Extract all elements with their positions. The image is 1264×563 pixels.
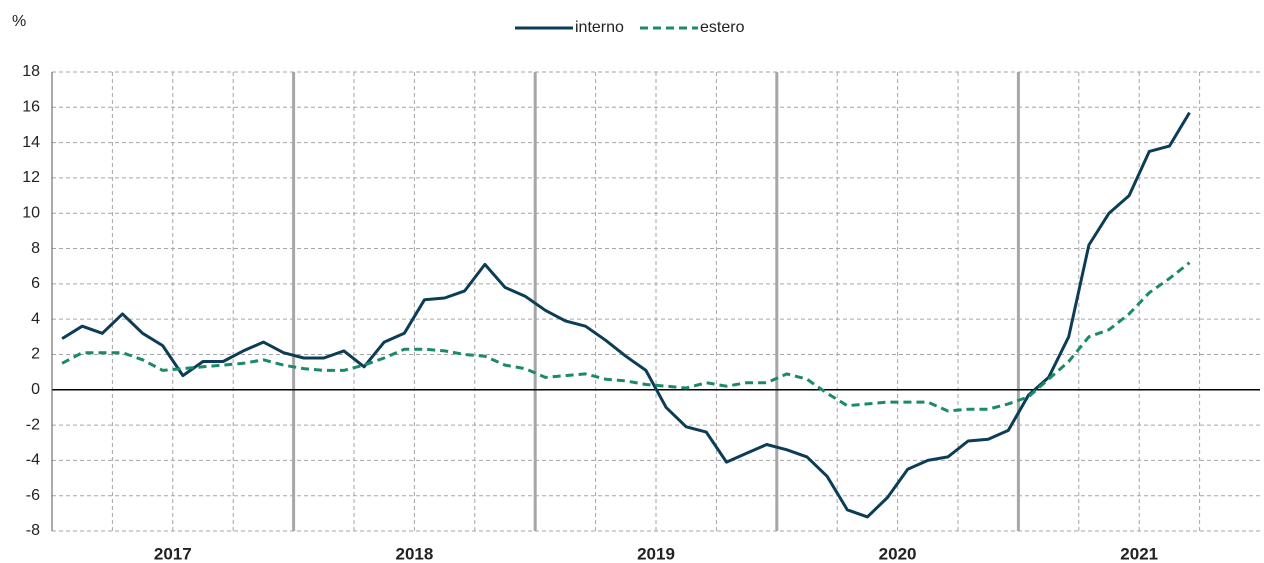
y-tick-label: 12 [22,169,40,186]
legend-label: interno [575,19,624,36]
y-unit-label: % [12,13,26,30]
y-tick-label: -4 [26,452,40,469]
y-tick-label: 8 [31,240,40,257]
series-line [61,261,1191,413]
y-tick-label: 6 [31,275,40,292]
x-year-label: 2020 [879,544,917,563]
y-tick-label: 14 [22,134,40,151]
y-tick-label: -6 [26,487,40,504]
x-year-label: 2021 [1120,544,1158,563]
y-tick-label: 16 [22,99,40,116]
legend-label: estero [700,19,745,36]
x-year-label: 2017 [154,544,192,563]
y-tick-label: -8 [26,522,40,539]
y-tick-label: 0 [31,381,40,398]
y-tick-label: -2 [26,416,40,433]
series-line [61,111,1191,519]
x-year-label: 2019 [637,544,675,563]
y-tick-label: 10 [22,204,40,221]
y-tick-label: 18 [22,63,40,80]
x-year-label: 2018 [395,544,433,563]
y-tick-label: 4 [31,310,40,327]
y-tick-label: 2 [31,346,40,363]
